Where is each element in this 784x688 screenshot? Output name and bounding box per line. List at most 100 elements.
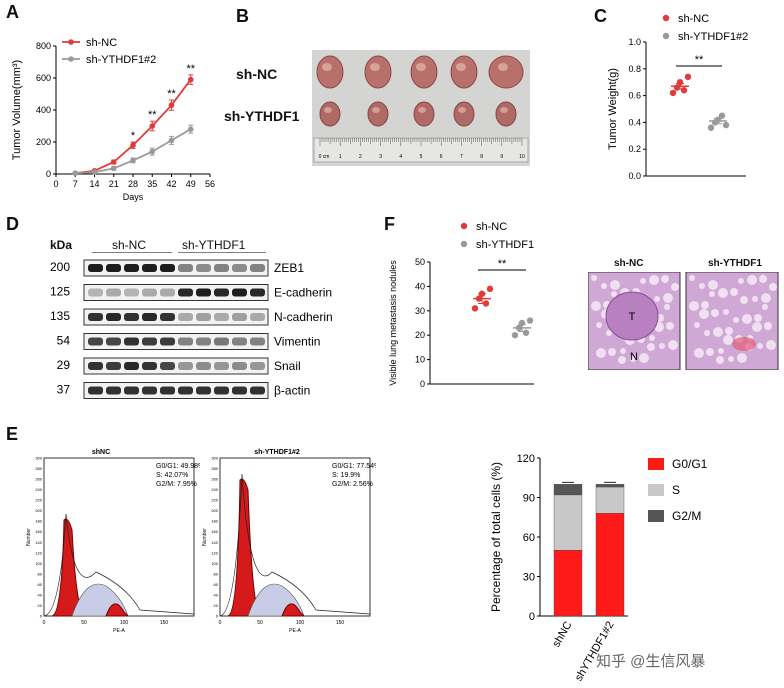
flow-stat: G2/M: 2.56% <box>332 481 373 488</box>
blot-band <box>124 386 139 395</box>
legend-marker <box>662 14 670 22</box>
y-tick-label: 1.0 <box>628 37 641 47</box>
tumor-nc <box>316 55 344 89</box>
y-tick-label: 0.0 <box>628 171 641 181</box>
y-tick-label: 300 <box>35 456 42 461</box>
y-tick-label: 200 <box>35 508 42 513</box>
tumor-ythdf1 <box>413 101 435 127</box>
alveolus <box>661 275 669 283</box>
alveolus <box>730 288 738 296</box>
ruler-label: 2 <box>359 154 362 160</box>
blot-band <box>214 288 229 297</box>
blot-group-nc: sh-NC <box>112 238 147 252</box>
blot-band <box>178 362 193 370</box>
alveolus <box>610 280 620 290</box>
alveolus <box>706 348 714 356</box>
blot-band <box>178 288 193 297</box>
y-tick-label: 220 <box>211 498 218 503</box>
blot-kda: 29 <box>57 358 71 372</box>
alveolus <box>723 335 733 345</box>
data-point <box>168 102 175 108</box>
x-tick-label: 50 <box>257 620 263 626</box>
y-tick-label: 260 <box>211 477 218 482</box>
y-tick-label: 220 <box>35 498 42 503</box>
blot-kda: 37 <box>57 383 71 397</box>
legend-label: sh-NC <box>86 37 117 49</box>
tumor-nc <box>450 55 478 89</box>
data-point <box>722 121 730 129</box>
y-tick-label: 30 <box>415 306 425 316</box>
y-tick-label: 0 <box>216 614 219 619</box>
blot-band <box>214 386 229 395</box>
blot-band <box>250 313 265 321</box>
alveolus <box>668 340 678 350</box>
alveolus <box>764 322 772 330</box>
tumor-ythdf1 <box>495 101 517 127</box>
significance-mark: ** <box>498 258 507 270</box>
blot-band <box>214 264 229 272</box>
alveolus <box>591 301 601 311</box>
data-point <box>130 157 136 164</box>
blot-kda: 135 <box>50 309 70 323</box>
tumor-highlight <box>416 63 426 71</box>
alveolus <box>639 353 649 363</box>
y-tick-label: 60 <box>523 532 535 544</box>
lung-metastasis-chart: 0 10 20 30 40 50 Visible lung metastasis nodul… <box>388 221 534 389</box>
y-tick-label: 600 <box>36 73 51 83</box>
x-tick-label: 7 <box>73 179 78 189</box>
tumor-highlight <box>458 107 466 113</box>
blot-band <box>232 313 247 321</box>
y-tick-label: 140 <box>35 540 42 545</box>
bar-segment <box>595 486 625 514</box>
panel-label-c: C <box>594 6 607 26</box>
blot-band <box>124 288 139 297</box>
legend-marker <box>460 240 468 248</box>
blot-band <box>88 362 103 370</box>
y-tick-label: 80 <box>214 571 219 576</box>
blot-kda: 54 <box>57 334 71 348</box>
legend-label: sh-NC <box>476 221 507 233</box>
data-point <box>72 170 79 176</box>
ruler-label: 4 <box>399 154 402 160</box>
g0g1-peak <box>51 518 86 617</box>
data-point <box>187 126 194 132</box>
y-axis-label: Percentage of total cells (%) <box>489 462 503 612</box>
tumor-mark: T <box>629 311 636 323</box>
raw-trace <box>43 513 195 617</box>
blot-band <box>214 362 229 370</box>
y-tick-label: 30 <box>523 572 535 584</box>
alveolus <box>742 314 752 324</box>
y-tick-label: 40 <box>415 281 425 291</box>
alveolus <box>757 343 763 349</box>
tumor-highlight <box>324 107 332 113</box>
blot-kda: 125 <box>50 285 70 299</box>
alveolus <box>718 348 724 354</box>
blot-band <box>196 313 211 321</box>
panel-label-b: B <box>236 6 249 26</box>
bar-segment <box>595 484 625 488</box>
blot-band <box>250 288 265 297</box>
tumor-ythdf1 <box>453 101 475 127</box>
bar-segment <box>553 549 583 617</box>
panel-label-a: A <box>6 2 19 22</box>
data-point <box>522 329 530 336</box>
blot-band <box>142 288 157 297</box>
lung-histology-images: TN <box>588 272 779 370</box>
x-axis-label: PE-A <box>113 628 125 634</box>
blot-band <box>196 386 211 395</box>
legend-label: G0/G1 <box>672 457 708 471</box>
alveolus <box>596 348 606 358</box>
alveolus <box>666 322 674 330</box>
alveolus <box>738 278 744 284</box>
y-tick-label: 400 <box>36 105 51 115</box>
flow-title: shNC <box>92 449 110 456</box>
x-tick-label: 150 <box>336 620 345 626</box>
blot-band <box>160 313 175 321</box>
blot-band <box>160 337 175 346</box>
data-point <box>187 76 194 83</box>
blot-group-ythdf1: sh-YTHDF1 <box>182 238 246 252</box>
ruler-label: 10 <box>519 154 525 160</box>
alveolus <box>689 301 699 311</box>
y-tick-label: 200 <box>36 137 51 147</box>
alveolus <box>733 317 739 323</box>
